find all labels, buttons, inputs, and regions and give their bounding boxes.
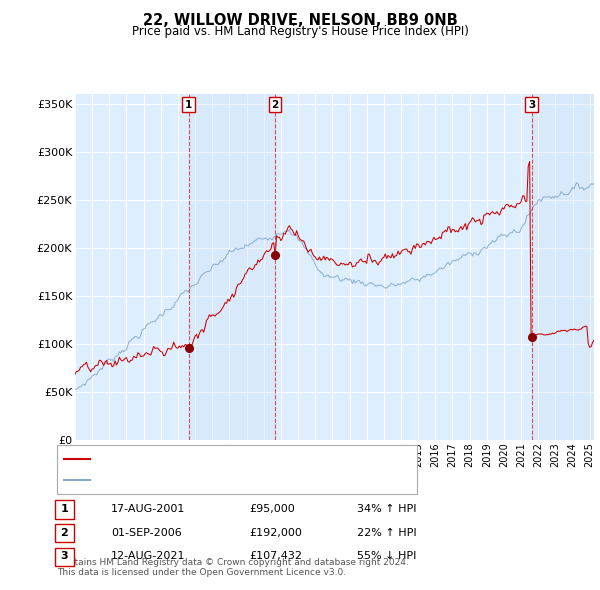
Text: 1: 1 bbox=[185, 100, 192, 110]
Bar bbox=[532, 94, 594, 440]
Text: HPI: Average price, detached house, Pendle: HPI: Average price, detached house, Pend… bbox=[94, 476, 322, 486]
Text: 3: 3 bbox=[528, 100, 535, 110]
Text: £107,432: £107,432 bbox=[249, 552, 302, 561]
Text: 1: 1 bbox=[61, 504, 68, 514]
Text: 22% ↑ HPI: 22% ↑ HPI bbox=[357, 528, 416, 537]
Text: 55% ↓ HPI: 55% ↓ HPI bbox=[357, 552, 416, 561]
Text: 01-SEP-2006: 01-SEP-2006 bbox=[111, 528, 182, 537]
Text: 2: 2 bbox=[272, 100, 279, 110]
Text: £95,000: £95,000 bbox=[249, 504, 295, 514]
Text: £192,000: £192,000 bbox=[249, 528, 302, 537]
Text: Price paid vs. HM Land Registry's House Price Index (HPI): Price paid vs. HM Land Registry's House … bbox=[131, 25, 469, 38]
Text: 22, WILLOW DRIVE, NELSON, BB9 0NB (detached house): 22, WILLOW DRIVE, NELSON, BB9 0NB (detac… bbox=[94, 454, 388, 464]
Text: 3: 3 bbox=[61, 552, 68, 561]
Text: Contains HM Land Registry data © Crown copyright and database right 2024.
This d: Contains HM Land Registry data © Crown c… bbox=[57, 558, 409, 577]
Text: 34% ↑ HPI: 34% ↑ HPI bbox=[357, 504, 416, 514]
Text: 22, WILLOW DRIVE, NELSON, BB9 0NB: 22, WILLOW DRIVE, NELSON, BB9 0NB bbox=[143, 13, 457, 28]
Text: 2: 2 bbox=[61, 528, 68, 537]
Text: 12-AUG-2021: 12-AUG-2021 bbox=[111, 552, 185, 561]
Bar bbox=[188, 94, 275, 440]
Text: 17-AUG-2001: 17-AUG-2001 bbox=[111, 504, 185, 514]
